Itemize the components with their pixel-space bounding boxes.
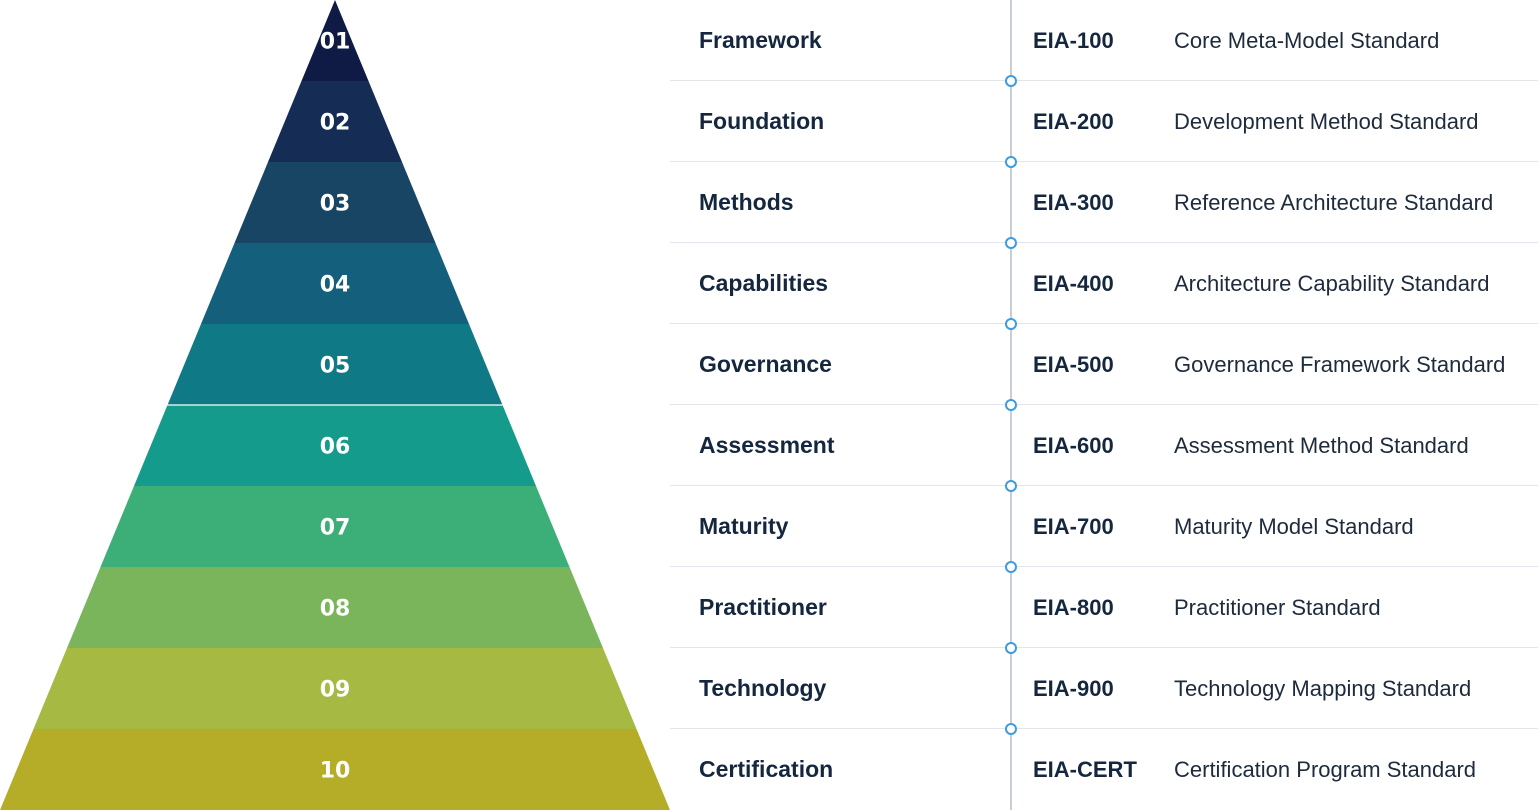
- connector-dot: [1005, 156, 1017, 168]
- table-row: Maturity EIA-700 Maturity Model Standard: [670, 486, 1538, 567]
- pyramid-level-05: [167, 324, 503, 405]
- level-category: Capabilities: [699, 270, 829, 296]
- level-category: Practitioner: [699, 594, 827, 620]
- level-category: Framework: [699, 27, 822, 53]
- level-category: Assessment: [699, 432, 835, 458]
- table-row: Practitioner EIA-800 Practitioner Standard: [670, 567, 1538, 648]
- connector-dot: [1005, 399, 1017, 411]
- row-divider: [670, 566, 1538, 567]
- standard-description: Development Method Standard: [1174, 108, 1479, 134]
- standard-code: EIA-400: [1033, 270, 1114, 296]
- table-row: Capabilities EIA-400 Architecture Capabili…: [670, 243, 1538, 324]
- level-category: Maturity: [699, 513, 789, 539]
- standard-code: EIA-100: [1033, 27, 1114, 53]
- row-divider: [670, 728, 1538, 729]
- pyramid-level-02: [268, 81, 402, 162]
- pyramid-level-06: [134, 405, 536, 486]
- pyramid-level-04: [201, 243, 469, 324]
- standards-table: Framework EIA-100 Core Meta-Model Standard…: [670, 0, 1538, 810]
- pyramid-level-number: 04: [320, 273, 351, 298]
- table-row: Framework EIA-100 Core Meta-Model Standard: [670, 0, 1538, 81]
- pyramid-level-number: 03: [320, 192, 351, 217]
- row-divider: [670, 161, 1538, 162]
- standard-code: EIA-300: [1033, 189, 1114, 215]
- standard-code: EIA-800: [1033, 594, 1114, 620]
- connector-dot: [1005, 480, 1017, 492]
- standard-description: Assessment Method Standard: [1174, 432, 1469, 458]
- pyramid-level-number: 10: [320, 759, 351, 784]
- level-category: Governance: [699, 351, 832, 377]
- connector-dot: [1005, 561, 1017, 573]
- table-row: Assessment EIA-600 Assessment Method Stand…: [670, 405, 1538, 486]
- level-category: Methods: [699, 189, 794, 215]
- row-divider: [670, 323, 1538, 324]
- pyramid-level-number: 01: [320, 30, 351, 55]
- standard-code: EIA-CERT: [1033, 756, 1137, 782]
- standard-code: EIA-900: [1033, 675, 1114, 701]
- pyramid-level-10: [0, 729, 670, 810]
- pyramid-level-09: [33, 648, 637, 729]
- standard-description: Reference Architecture Standard: [1174, 189, 1494, 215]
- row-divider: [670, 80, 1538, 81]
- pyramid-level-number: 08: [320, 597, 351, 622]
- pyramid-diagram: 01 02 03 04 05 06 07 08 09 10: [0, 0, 670, 810]
- standard-description: Core Meta-Model Standard: [1174, 27, 1440, 53]
- pyramid-level-number: 07: [320, 516, 351, 541]
- row-divider: [670, 404, 1538, 405]
- pyramid-level-08: [67, 567, 603, 648]
- table-row: Certification EIA-CERT Certification Progr…: [670, 729, 1538, 810]
- pyramid-level-07: [100, 486, 570, 567]
- standard-description: Architecture Capability Standard: [1174, 270, 1490, 296]
- standard-code: EIA-500: [1033, 351, 1114, 377]
- standard-description: Certification Program Standard: [1174, 756, 1477, 782]
- standard-description: Technology Mapping Standard: [1174, 675, 1472, 701]
- connector-dot: [1005, 642, 1017, 654]
- connector-dot: [1005, 237, 1017, 249]
- table-row: Governance EIA-500 Governance Framework St…: [670, 324, 1538, 405]
- pyramid-level-03: [234, 162, 436, 243]
- standard-description: Practitioner Standard: [1174, 594, 1381, 620]
- standard-code: EIA-200: [1033, 108, 1114, 134]
- table-row: Foundation EIA-200 Development Method Stan…: [670, 81, 1538, 162]
- connector-dot: [1005, 75, 1017, 87]
- standard-description: Maturity Model Standard: [1174, 513, 1414, 539]
- pyramid-level-01: [301, 0, 369, 81]
- pyramid-level-number: 09: [320, 678, 351, 703]
- table-row: Methods EIA-300 Reference Architecture Sta…: [670, 162, 1538, 243]
- standard-code: EIA-600: [1033, 432, 1114, 458]
- table-row: Technology EIA-900 Technology Mapping Stan…: [670, 648, 1538, 729]
- pyramid-level-number: 06: [320, 435, 351, 460]
- level-category: Certification: [699, 756, 834, 782]
- standard-description: Governance Framework Standard: [1174, 351, 1506, 377]
- pyramid-level-number: 05: [320, 354, 351, 379]
- row-divider: [670, 242, 1538, 243]
- row-divider: [670, 647, 1538, 648]
- row-divider: [670, 485, 1538, 486]
- level-category: Technology: [699, 675, 827, 701]
- connector-dot: [1005, 723, 1017, 735]
- standard-code: EIA-700: [1033, 513, 1114, 539]
- connector-dot: [1005, 318, 1017, 330]
- level-category: Foundation: [699, 108, 825, 134]
- pyramid-level-number: 02: [320, 111, 351, 136]
